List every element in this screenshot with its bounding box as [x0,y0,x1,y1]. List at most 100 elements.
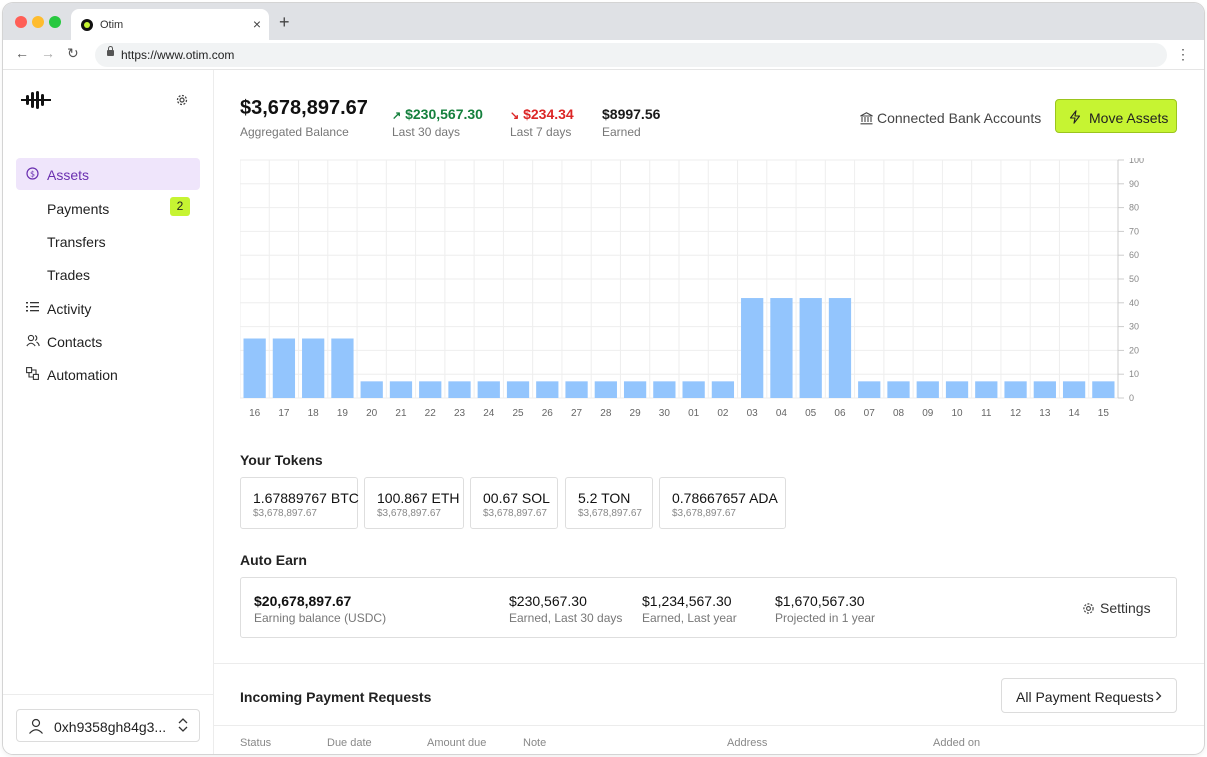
token-usd-value: $3,678,897.67 [578,508,642,519]
stat-label: Earned [602,125,641,139]
otim-logo-icon[interactable] [21,91,51,109]
y-tick-label: 10 [1129,369,1139,379]
chart-bar [770,298,793,398]
stat-value: $8997.56 [602,106,661,122]
new-tab-button[interactable]: + [279,12,290,32]
wallet-selector[interactable]: 0xh9358gh84g3... [16,709,200,742]
token-amount: 1.67889767 BTC [253,490,359,506]
y-tick-label: 100 [1129,158,1144,165]
settings-gear-icon[interactable] [175,93,189,107]
sidebar-item-trades[interactable]: Trades [16,258,200,290]
url-field[interactable]: https://www.otim.com [95,43,1167,67]
token-amount: 00.67 SOL [483,490,550,506]
auto-earn-settings-button[interactable]: Settings [1082,600,1151,616]
favicon-icon [81,19,93,31]
chart-bar [623,381,647,398]
token-card-eth[interactable]: 100.867 ETH $3,678,897.67 [364,477,464,529]
chart-bar [565,381,588,398]
chart-bar [741,298,764,398]
column-header-status[interactable]: Status [240,737,272,749]
aggregated-balance-label: Aggregated Balance [240,125,349,139]
all-payment-requests-button[interactable]: All Payment Requests [1001,678,1177,713]
chart-bar [419,381,442,398]
auto-earn-section-title: Auto Earn [240,552,307,568]
x-tick-label: 28 [600,408,612,419]
all-requests-label: All Payment Requests [1016,689,1154,705]
stat-label: Last 7 days [510,125,572,139]
sidebar-item-transfers[interactable]: Transfers [16,225,200,257]
x-tick-label: 10 [951,408,963,419]
chart-bar [1004,381,1027,398]
incoming-requests-title: Incoming Payment Requests [240,689,432,705]
browser-window: Otim × + ← → ↻ https://www.otim.com ⋮ [3,3,1204,754]
token-card-btc[interactable]: 1.67889767 BTC $3,678,897.67 [240,477,359,529]
token-card-sol[interactable]: 00.67 SOL $3,678,897.67 [470,477,558,529]
y-tick-label: 60 [1129,250,1139,260]
stat-last-30-days: ↗ $230,567.30 Last 30 days [392,106,483,139]
chart-bar [477,381,500,398]
back-icon[interactable]: ← [15,45,29,61]
tab-close-icon[interactable]: × [252,16,261,32]
gear-icon [1083,603,1094,614]
chart-bar [272,338,296,398]
token-card-ada[interactable]: 0.78667657 ADA $3,678,897.67 [659,477,786,529]
bank-link-label: Connected Bank Accounts [877,110,1042,126]
token-card-ton[interactable]: 5.2 TON $3,678,897.67 [565,477,653,529]
chart-bar [858,381,881,398]
earned-year-label: Earned, Last year [642,611,737,625]
x-tick-label: 29 [630,408,642,419]
chart-bar [799,298,822,398]
tab-bar: Otim × + [3,3,1204,40]
x-tick-label: 13 [1039,408,1051,419]
x-tick-label: 12 [1010,408,1022,419]
sidebar-item-label: Transfers [47,234,106,250]
svg-text:$: $ [30,170,35,179]
chart-bar [506,381,530,398]
token-usd-value: $3,678,897.67 [672,508,736,519]
sidebar-item-automation[interactable]: Automation [16,358,200,390]
column-header-note[interactable]: Note [523,737,547,749]
sidebar-item-assets[interactable]: $ Assets [16,158,200,190]
tab-title: Otim [100,19,124,31]
move-assets-button[interactable]: Move Assets [1055,99,1177,133]
section-divider [214,663,1204,664]
projected-value: $1,670,567.30 [775,593,865,609]
connected-bank-accounts-link[interactable]: Connected Bank Accounts [860,110,1041,126]
x-tick-label: 26 [542,408,554,419]
x-tick-label: 19 [337,408,349,419]
stat-value: $230,567.30 [405,106,483,122]
close-window-button[interactable] [15,16,27,28]
earned-last-year: $1,234,567.30 Earned, Last year [642,593,737,625]
x-tick-label: 25 [512,408,524,419]
sidebar-item-payments[interactable]: Payments 2 [16,192,200,224]
sidebar-item-label: Contacts [47,334,103,350]
column-header-address[interactable]: Address [727,737,768,749]
column-header-added-on[interactable]: Added on [933,737,981,749]
y-tick-label: 20 [1129,345,1139,355]
column-header-amount-due[interactable]: Amount due [427,737,487,749]
chart-bar [594,381,617,398]
sidebar-item-activity[interactable]: Activity [16,292,200,324]
forward-icon[interactable]: → [41,45,55,61]
sidebar-item-contacts[interactable]: Contacts [16,325,200,357]
y-tick-label: 0 [1129,393,1134,403]
y-tick-label: 50 [1129,274,1139,284]
browser-tab[interactable]: Otim × [71,9,269,40]
automation-icon [26,367,39,380]
x-tick-label: 17 [278,408,290,419]
maximize-window-button[interactable] [49,16,61,28]
reload-icon[interactable]: ↻ [67,45,79,61]
chevron-right-icon [1156,691,1162,701]
aggregated-balance-value: $3,678,897.67 [240,97,368,119]
column-header-due-date[interactable]: Due date [327,737,372,749]
chart-bar [1062,381,1086,398]
settings-label: Settings [1100,600,1151,616]
earned-30-label: Earned, Last 30 days [509,611,623,625]
sidebar-item-label: Payments [47,201,110,217]
browser-menu-icon[interactable]: ⋮ [1176,46,1190,62]
x-tick-label: 09 [922,408,934,419]
x-tick-label: 20 [366,408,378,419]
minimize-window-button[interactable] [32,16,44,28]
x-tick-label: 18 [308,408,320,419]
main-content: $3,678,897.67 Aggregated Balance ↗ $230,… [214,70,1204,754]
